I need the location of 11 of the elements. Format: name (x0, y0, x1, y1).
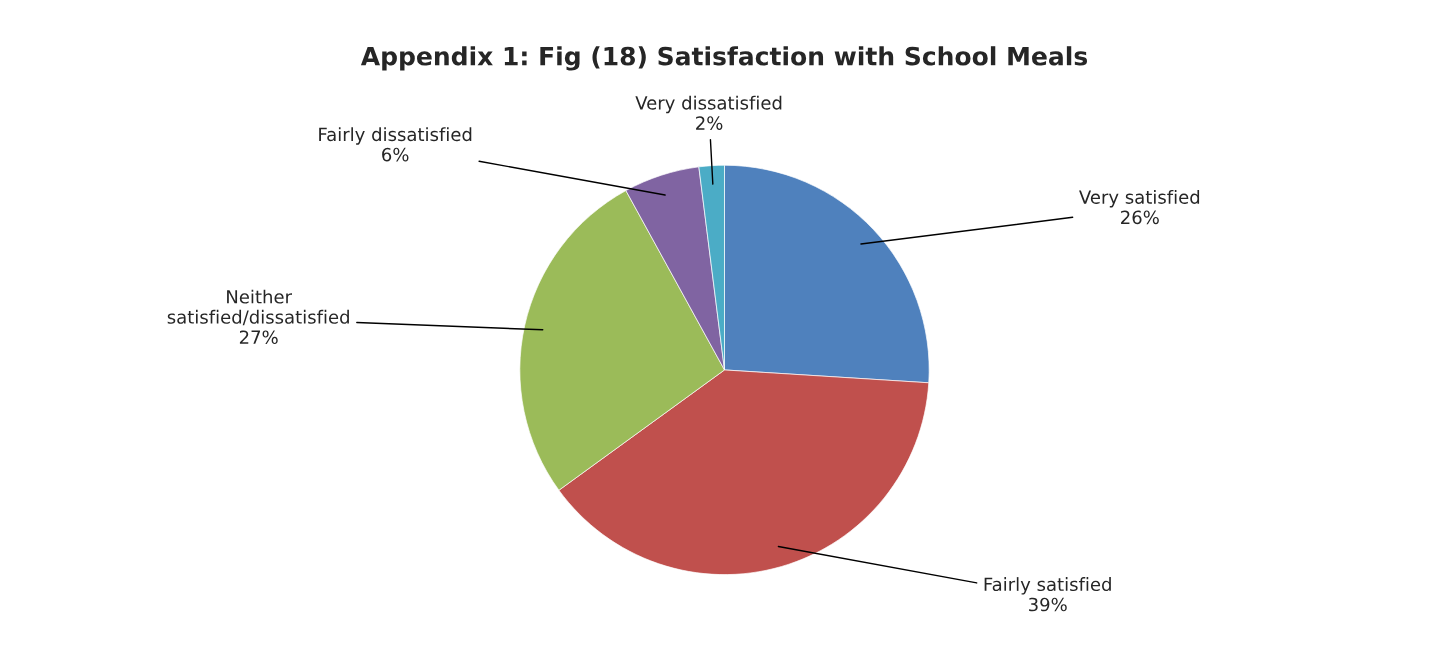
data-label: 2% (696, 116, 723, 130)
slice-label: Neither satisfied/dissatisfied (167, 289, 349, 326)
slice-label: Fairly satisfied (984, 577, 1111, 595)
slice-label: Fairly dissatisfied (319, 127, 472, 145)
data-label: 6% (382, 147, 409, 162)
slice-label: Very satisfied (1079, 189, 1200, 208)
data-label: 26% (1121, 210, 1159, 225)
data-label: 27% (239, 330, 278, 345)
chart-title: Appendix 1: Fig (18) Satisfaction with School Meals (360, 46, 1088, 71)
data-label: 39% (1029, 597, 1067, 612)
slice-label: Very dissatisfied (635, 95, 782, 114)
